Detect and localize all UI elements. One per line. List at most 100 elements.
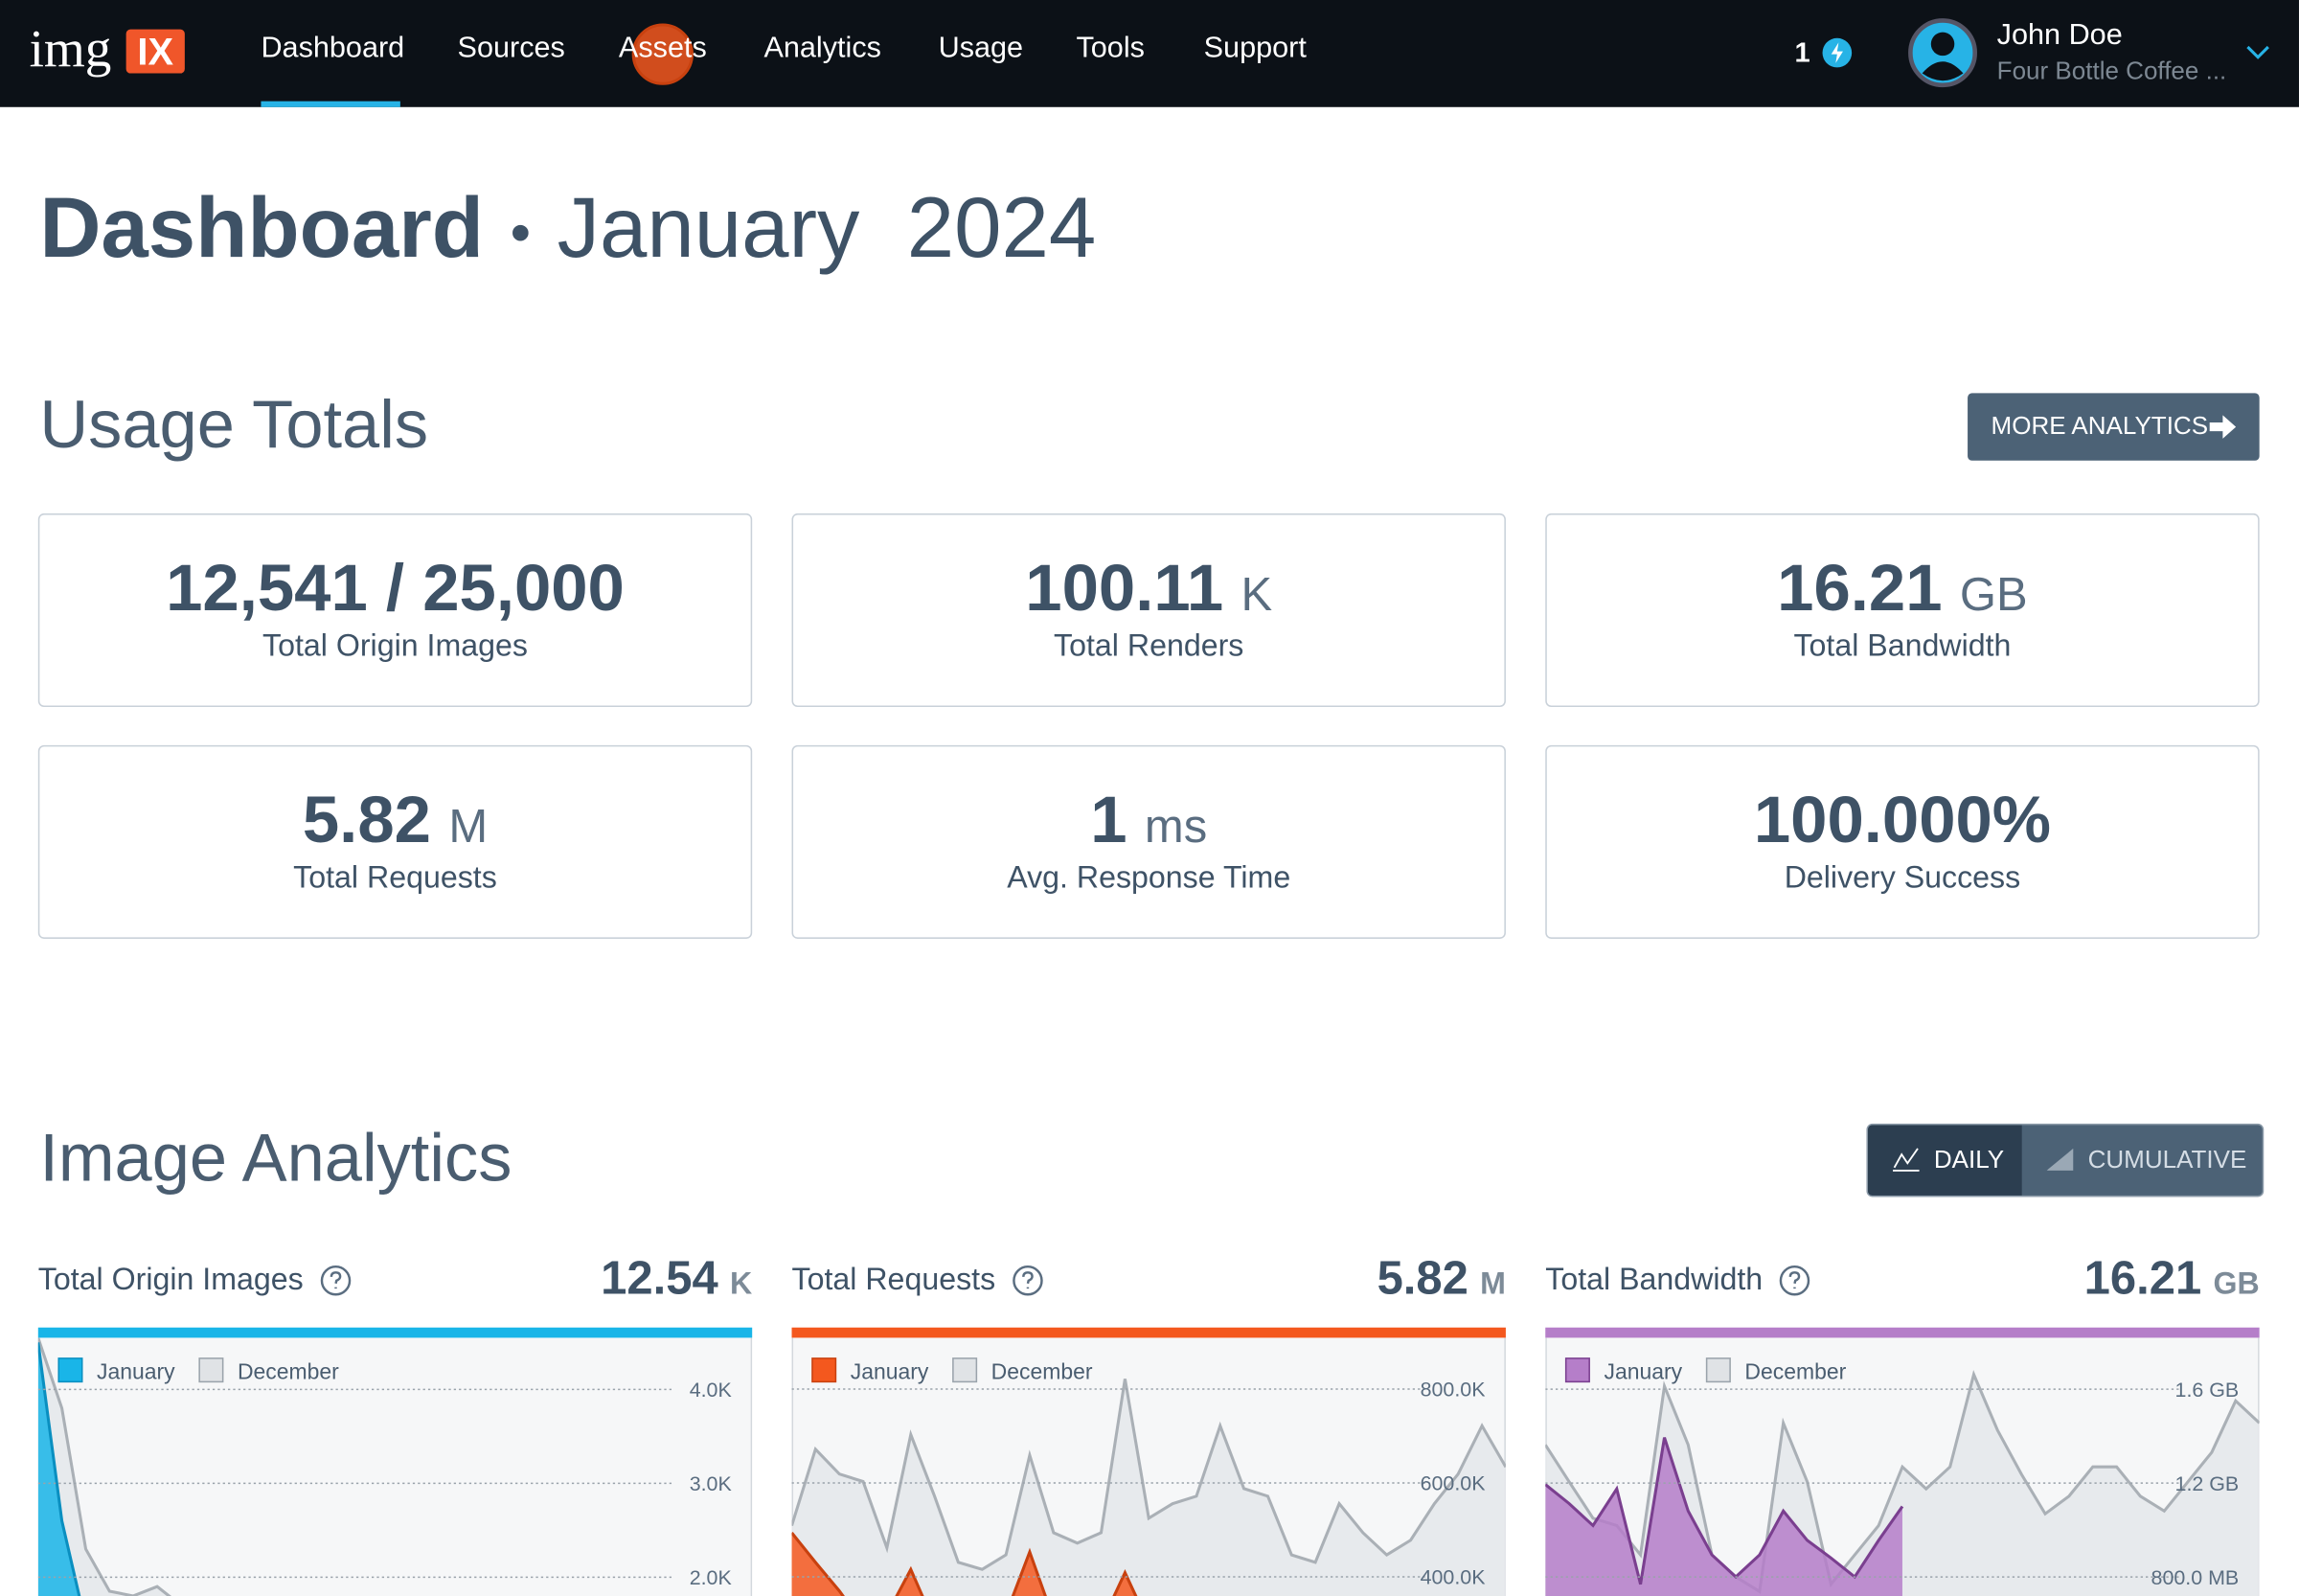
page-title: Dashboard • January 2024 [39,179,1096,278]
stat-card: 1 ms Avg. Response Time [791,744,1506,939]
y-tick-label: 3.0K [690,1472,733,1495]
chart: 4.0K 3.0K 2.0K January December [37,1337,753,1596]
stat-unit: GB [1959,567,2028,621]
chart-total: 16.21 GB [1545,1251,2260,1306]
top-nav: img IX 1 John Doe Four Bottle Coffee ...… [0,0,2299,107]
stat-unit: ms [1144,799,1208,853]
area-line [1545,1369,2260,1594]
chart-total: 5.82 M [792,1251,1506,1306]
notification-count[interactable]: 1 [1794,37,1810,69]
help-icon[interactable] [320,1265,353,1297]
stat-value: 12,541 / 25,000 [39,550,750,627]
area-line [37,1337,171,1596]
stat-number: 5.82 [302,782,431,857]
toggle-label[interactable]: CUMULATIVE [2087,1145,2247,1174]
help-circle [1780,1265,1810,1296]
total-value: 12.54 [601,1251,718,1305]
y-tick-label: 600.0K [1421,1472,1487,1495]
help-icon[interactable] [1779,1265,1811,1297]
nav-item[interactable]: Support [1203,32,1307,65]
area-fill [791,1379,1506,1596]
y-tick-label: 1.6 GB [2175,1379,2240,1402]
period: January 2024 [557,180,1097,276]
chart: 1.6 GB 1.2 GB 800.0 MB January December [1545,1337,2260,1596]
active-underline [261,101,400,107]
section-title: Image Analytics [39,1119,512,1196]
arrow-icon [2209,415,2237,439]
area-line [1545,1437,1904,1585]
total-value: 16.21 [2083,1251,2202,1305]
stat-card: 100.000% Delivery Success [1545,744,2260,939]
area-fill [1545,1374,2260,1596]
chevron[interactable] [2244,44,2271,61]
legend-swatch [1564,1357,1590,1383]
stat-number: 16.21 [1777,550,1943,626]
bolt-icon[interactable] [1821,36,1854,69]
legend-swatch [952,1357,978,1383]
help-mark [1789,1271,1801,1289]
stat-unit: M [448,799,489,853]
chart-total: 12.54 K [38,1251,752,1306]
click-indicator [631,23,694,85]
view-toggle: DAILY CUMULATIVE [1866,1123,2265,1197]
total-unit: M [1480,1266,1506,1302]
chart-title: Total Bandwidth [1545,1263,1764,1297]
stat-label: Total Bandwidth [1793,628,2012,664]
y-tick-label: 1.2 GB [2175,1472,2240,1495]
stat-value: 100.11 K [793,550,1504,627]
legend-swatch [57,1357,83,1383]
user-org[interactable]: Four Bottle Coffee ... [1996,57,2227,85]
nav-item[interactable]: Usage [938,32,1024,65]
y-tick-label: 2.0K [690,1566,733,1589]
logo-text[interactable]: img [29,18,112,79]
help-icon[interactable] [1012,1265,1044,1297]
area-fill [1545,1437,1902,1596]
y-tick-label: 800.0K [1421,1379,1487,1402]
stat-value: 100.000% [1547,782,2258,858]
avatar[interactable] [1907,17,1978,88]
logo-badge[interactable]: IX [125,29,185,74]
nav-item[interactable]: Tools [1076,32,1145,65]
stat-label: Delivery Success [1784,860,2021,896]
stat-card: 5.82 M Total Requests [37,744,753,939]
area-line [791,1379,1506,1571]
chart-title: Total Origin Images [37,1263,304,1297]
user-name[interactable]: John Doe [1996,18,2123,52]
legend-swatch [198,1357,224,1383]
stat-unit: K [1241,567,1273,621]
total-unit: K [729,1266,753,1302]
nav-item[interactable]: Analytics [763,32,881,65]
y-tick-label: 800.0 MB [2151,1566,2240,1589]
nav-item[interactable]: Dashboard [261,32,405,65]
nav-item[interactable]: Assets [618,32,707,65]
help-mark [330,1271,342,1289]
y-tick-label: 4.0K [690,1379,733,1402]
title-main: Dashboard [39,180,485,276]
button-label[interactable]: MORE ANALYTICS [1991,412,2209,441]
more-analytics-button[interactable]: MORE ANALYTICS [1968,393,2260,461]
stat-value: 1 ms [793,782,1504,858]
section-title: Usage Totals [39,385,429,463]
legend-label: January [1604,1358,1682,1383]
legend-label: December [991,1358,1093,1383]
separator: • [510,201,532,266]
stat-value: 5.82 M [39,782,750,858]
toggle-cumulative[interactable]: CUMULATIVE [2022,1125,2263,1195]
legend-swatch [1705,1357,1731,1383]
stat-card: 12,541 / 25,000 Total Origin Images [37,513,753,708]
area-fill [791,1532,1150,1596]
toggle-daily[interactable]: DAILY [1867,1125,2022,1196]
nav-item[interactable]: Sources [457,32,565,65]
help-circle [320,1265,352,1296]
toggle-label[interactable]: DAILY [1933,1145,2005,1174]
total-value: 5.82 [1377,1251,1468,1305]
stat-number: 100.11 [1025,550,1224,626]
legend-label: January [851,1358,929,1383]
color-bar [1545,1327,2260,1338]
stat-number: 100.000% [1753,782,2052,857]
stat-value: 16.21 GB [1547,550,2258,627]
legend-label: December [1744,1358,1846,1383]
legend-label: January [97,1358,175,1383]
